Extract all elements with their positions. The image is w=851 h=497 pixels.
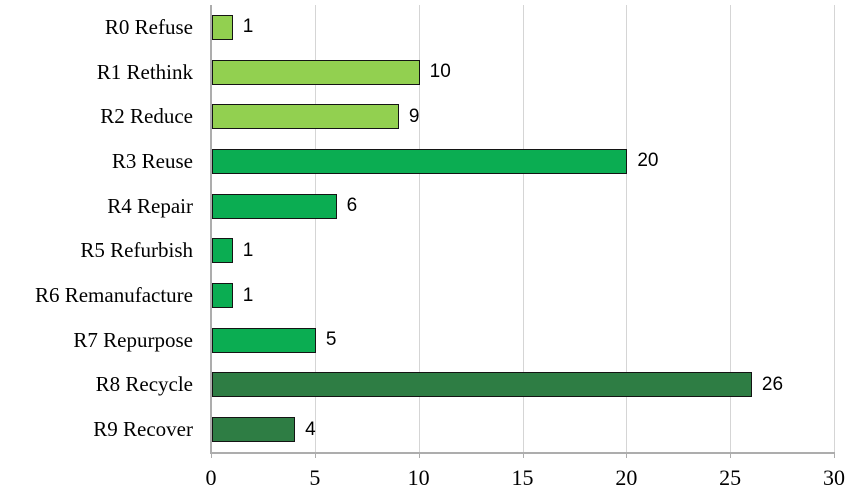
category-label-r0-refuse: R0 Refuse <box>104 14 193 39</box>
bar-r4-repair <box>212 193 337 219</box>
bar-r9-recover <box>212 417 296 443</box>
bar-r8-recycle <box>212 372 752 398</box>
value-label-r9-recover: 4 <box>305 418 316 440</box>
category-label-r7-repurpose: R7 Repurpose <box>73 327 193 352</box>
x-axis-tick-5 <box>314 452 316 458</box>
x-axis-tick-15 <box>522 452 524 458</box>
value-label-r5-refurbish: 1 <box>242 239 254 261</box>
gridline-x10 <box>418 5 420 452</box>
x-axis-tick-label: 15 <box>511 465 534 490</box>
bar-r0-refuse <box>212 14 233 40</box>
bar-r1-rethink <box>212 59 420 85</box>
x-axis-tick-label: 25 <box>719 465 742 490</box>
value-label-r8-recycle: 26 <box>761 373 784 395</box>
value-label-r0-refuse: 1 <box>242 16 254 38</box>
x-axis-tick-0 <box>211 452 212 458</box>
x-axis-tick-20 <box>626 452 628 458</box>
x-axis-tick-25 <box>730 452 732 458</box>
category-label-r6-remanufacture: R6 Remanufacture <box>34 283 193 308</box>
gridline-x25 <box>730 5 732 452</box>
bar-r6-remanufacture <box>212 283 233 309</box>
value-label-r2-reduce: 9 <box>408 105 420 127</box>
category-label-r1-rethink: R1 Rethink <box>96 59 193 84</box>
x-axis-tick-label: 10 <box>407 465 430 490</box>
gridline-x30 <box>834 5 835 452</box>
category-label-r4-repair: R4 Repair <box>107 193 193 218</box>
y-axis-line <box>210 5 212 452</box>
gridline-x20 <box>626 5 628 452</box>
x-axis-tick-30 <box>834 452 835 458</box>
category-label-r3-reuse: R3 Reuse <box>111 148 193 173</box>
x-axis-tick-label: 30 <box>823 465 845 490</box>
x-axis-tick-label: 0 <box>205 465 217 490</box>
value-label-r6-remanufacture: 1 <box>242 284 254 306</box>
value-label-r1-rethink: 10 <box>429 61 451 83</box>
x-axis-tick-label: 5 <box>309 465 321 490</box>
category-label-r8-recycle: R8 Recycle <box>95 372 193 397</box>
category-label-r9-recover: R9 Recover <box>93 417 193 442</box>
x-axis-tick-label: 20 <box>615 465 638 490</box>
gridline-x5 <box>314 5 316 452</box>
value-label-r3-reuse: 20 <box>637 150 659 172</box>
value-label-r7-repurpose: 5 <box>325 329 337 351</box>
gridline-x15 <box>522 5 524 452</box>
x-axis-tick-10 <box>418 452 420 458</box>
bar-r3-reuse <box>212 148 628 174</box>
value-label-r4-repair: 6 <box>346 195 358 217</box>
bar-r5-refurbish <box>212 238 233 264</box>
category-label-r5-refurbish: R5 Refurbish <box>80 238 193 263</box>
bar-r7-repurpose <box>212 327 316 353</box>
category-label-r2-reduce: R2 Reduce <box>100 104 193 129</box>
bar-r2-reduce <box>212 104 399 130</box>
